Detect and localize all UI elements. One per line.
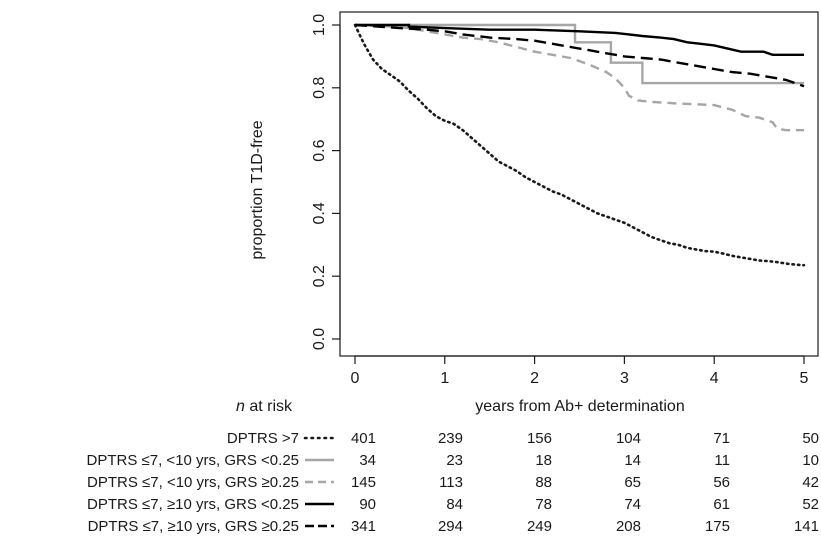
risk-count: 341 (351, 518, 376, 535)
plot-frame (339, 11, 819, 357)
risk-count: 14 (624, 452, 641, 469)
risk-row-label: DPTRS ≤7, <10 yrs, GRS ≥0.25 (87, 474, 299, 491)
risk-count: 42 (802, 474, 819, 491)
risk-count: 88 (535, 474, 552, 491)
y-tick-label: 0.6 (311, 139, 328, 161)
y-tick-label: 1.0 (311, 14, 328, 36)
risk-table: DPTRS >7 401 239 156 104 71 50 DPTRS ≤7, <10 yr… (87, 430, 819, 535)
series-line-4 (355, 23, 804, 56)
risk-count: 175 (705, 518, 730, 535)
x-tick-label: 1 (440, 370, 449, 387)
x-tick-label: 0 (351, 370, 360, 387)
risk-count: 52 (802, 496, 819, 513)
risk-row-label: DPTRS ≤7, ≥10 yrs, GRS <0.25 (87, 496, 299, 513)
x-tick-label: 5 (800, 370, 809, 387)
risk-count: 145 (351, 474, 376, 491)
risk-count: 156 (527, 430, 552, 447)
x-tick-label: 4 (710, 370, 719, 387)
y-tick-label: 0.4 (311, 202, 328, 224)
x-axis: 0 1 2 3 4 5 (351, 355, 809, 387)
y-tick-label: 0.8 (311, 77, 328, 99)
x-axis-label: years from Ab+ determination (475, 398, 684, 415)
series-line-1 (353, 23, 806, 267)
risk-table-header-n: n (236, 398, 245, 415)
risk-table-header-rest: at risk (245, 398, 293, 415)
risk-row-label: DPTRS ≤7, ≥10 yrs, GRS ≥0.25 (88, 518, 299, 535)
y-tick-label: 0.2 (311, 265, 328, 287)
risk-count: 294 (438, 518, 463, 535)
risk-count: 78 (535, 496, 552, 513)
y-tick-label: 0.0 (311, 328, 328, 350)
risk-count: 65 (624, 474, 641, 491)
risk-count: 84 (446, 496, 463, 513)
risk-count: 10 (802, 452, 819, 469)
risk-count: 11 (714, 452, 730, 469)
risk-row-label: DPTRS ≤7, <10 yrs, GRS <0.25 (87, 452, 299, 469)
series-line-3 (354, 23, 804, 132)
x-tick-label: 3 (620, 370, 629, 387)
x-tick-label: 2 (530, 370, 539, 387)
risk-count: 208 (616, 518, 641, 535)
risk-count: 34 (359, 452, 376, 469)
y-axis: 0.0 0.2 0.4 0.6 0.8 1.0 (311, 14, 341, 350)
risk-count: 50 (802, 430, 819, 447)
risk-count: 249 (527, 518, 552, 535)
risk-table-header: n at risk (236, 398, 293, 415)
risk-count: 23 (446, 452, 463, 469)
risk-count: 113 (439, 474, 463, 491)
risk-count: 141 (794, 518, 819, 535)
risk-count: 401 (351, 430, 376, 447)
series-line-5 (354, 23, 805, 88)
risk-row-label: DPTRS >7 (227, 430, 299, 447)
y-axis-label: proportion T1D-free (249, 120, 266, 259)
risk-count: 18 (535, 452, 552, 469)
series-line-2 (355, 23, 804, 85)
risk-count: 104 (616, 430, 641, 447)
risk-count: 71 (713, 430, 730, 447)
risk-count: 61 (713, 496, 730, 513)
series-layer (353, 23, 806, 267)
risk-count: 74 (624, 496, 641, 513)
risk-count: 90 (359, 496, 376, 513)
risk-count: 239 (438, 430, 463, 447)
risk-count: 56 (713, 474, 730, 491)
